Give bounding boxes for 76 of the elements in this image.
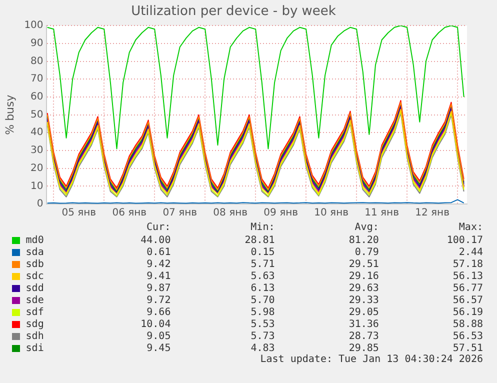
text: 5.70 (250, 294, 275, 306)
x-tick-label: 12 янв (415, 208, 450, 219)
text: 5.71 (250, 258, 275, 270)
text: 58.88 (452, 318, 484, 330)
text: 29.85 (348, 342, 379, 354)
legend-label: sdi (26, 342, 45, 354)
y-tick-label: 60 (30, 92, 44, 103)
text: 9.66 (146, 306, 171, 318)
x-tick-label: 10 янв (314, 208, 349, 219)
text: 29.05 (348, 306, 379, 318)
text: 5.98 (250, 306, 275, 318)
text: Max: (458, 222, 483, 234)
text: Avg: (354, 222, 379, 234)
y-tick-label: 70 (30, 74, 44, 85)
text: 56.57 (452, 294, 484, 306)
x-tick-label: 07 янв (162, 208, 198, 219)
x-tick-label: 05 янв (62, 208, 96, 219)
text: 56.53 (452, 330, 484, 342)
x-tick-label: 06 янв (112, 208, 147, 219)
text: 9.87 (146, 282, 171, 294)
y-tick-label: 40 (30, 127, 44, 138)
text: 0.61 (146, 246, 171, 258)
y-tick-label: 100 (24, 20, 44, 32)
text: 56.77 (452, 282, 484, 294)
text: 2.44 (458, 246, 484, 258)
text: 5.53 (250, 318, 275, 330)
text: Last update: Tue Jan 13 04:30:24 2026 (259, 354, 484, 366)
text: 9.05 (146, 330, 171, 342)
legend-label: md0 (26, 234, 45, 246)
text: 9.41 (146, 270, 171, 282)
text: 29.16 (348, 270, 379, 282)
text: 5.63 (250, 270, 275, 282)
legend-label: sdh (26, 330, 45, 342)
text: 9.72 (146, 294, 171, 306)
text: 29.51 (348, 258, 379, 270)
text: 0.79 (354, 246, 379, 258)
legend-label: sdc (26, 270, 45, 282)
y-tick-label: 80 (30, 56, 44, 67)
text: 29.63 (348, 282, 379, 294)
legend-label: sda (26, 246, 45, 258)
text: 56.13 (452, 270, 484, 282)
y-tick-label: 10 (30, 180, 44, 192)
text: 100.17 (446, 234, 484, 246)
text: 28.81 (244, 234, 275, 246)
text: 4.83 (250, 342, 275, 354)
x-tick-label: 09 янв (264, 208, 298, 219)
text: 5.73 (250, 330, 275, 342)
text: 9.45 (146, 342, 171, 354)
legend-label: sdd (26, 282, 45, 294)
text: 44.00 (140, 234, 171, 246)
y-tick-label: 50 (30, 109, 44, 120)
text: 57.18 (452, 258, 484, 270)
y-axis-title: % busy (3, 94, 16, 135)
legend-label: sdf (26, 306, 45, 318)
text: 10.04 (140, 318, 171, 330)
text: 29.33 (348, 294, 379, 306)
text: 0.15 (250, 246, 275, 258)
y-tick-label: 90 (30, 38, 44, 50)
text: 9.42 (146, 258, 171, 270)
text: Cur: (146, 222, 171, 234)
y-tick-label: 30 (30, 145, 44, 156)
text: 56.19 (452, 306, 484, 318)
text: 6.13 (250, 282, 275, 294)
y-tick-label: 20 (30, 162, 44, 174)
x-tick-label: 08 янв (213, 208, 248, 219)
legend-label: sdb (26, 258, 45, 270)
text: 28.73 (348, 330, 379, 342)
legend-label: sde (26, 294, 45, 306)
y-tick-label: 0 (36, 198, 44, 210)
text: 57.51 (452, 342, 484, 354)
text: 31.36 (348, 318, 379, 330)
text: Min: (250, 222, 275, 234)
x-tick-label: 11 янв (364, 208, 400, 219)
text: 81.20 (348, 234, 379, 246)
legend-label: sdg (26, 318, 45, 330)
chart-title: Utilization per device - by week (131, 4, 336, 20)
